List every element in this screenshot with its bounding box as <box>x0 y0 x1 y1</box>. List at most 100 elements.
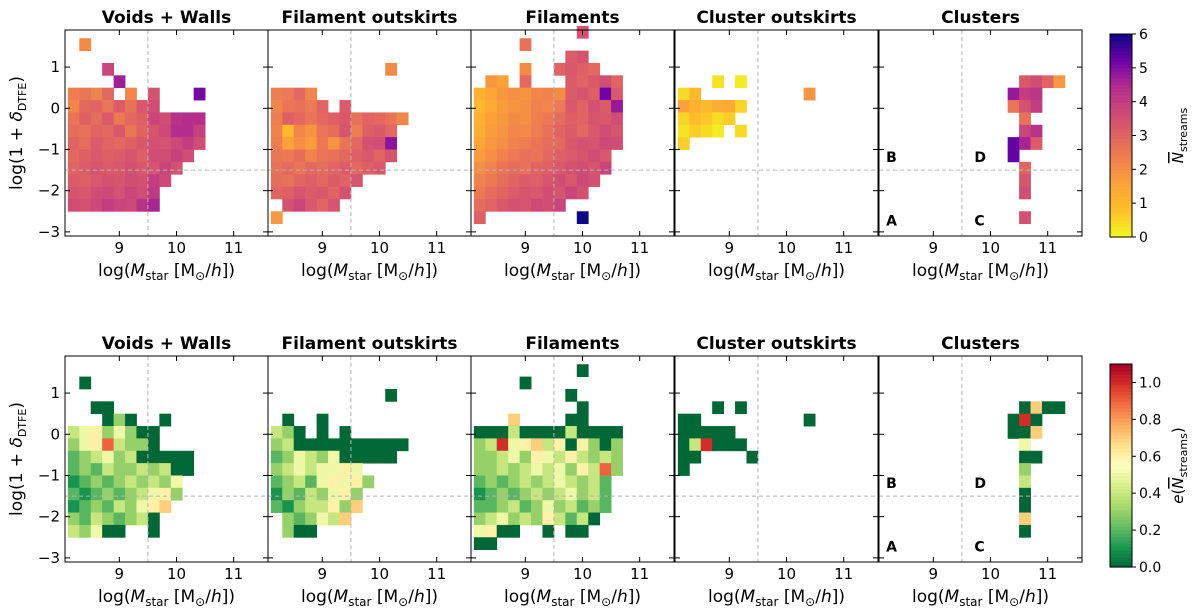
heatmap-cell <box>723 100 736 113</box>
heatmap-cell <box>350 137 363 150</box>
colorbar-segment <box>1110 546 1132 551</box>
heatmap-cell <box>700 438 713 452</box>
heatmap-cell <box>1007 87 1020 101</box>
heatmap-cell <box>519 38 532 51</box>
quadrant-label-a: A <box>886 214 897 230</box>
heatmap-cell <box>599 87 612 101</box>
heatmap-cell <box>159 487 172 501</box>
heatmap-cell <box>712 124 725 138</box>
colorbar-segment <box>1110 512 1132 517</box>
heatmap-cell <box>305 500 318 513</box>
heatmap-cell <box>1019 137 1031 150</box>
heatmap-cell <box>270 463 283 476</box>
heatmap-cell <box>1019 174 1031 187</box>
heatmap-cell <box>485 438 498 452</box>
panel-title: Voids + Walls <box>102 8 232 28</box>
heatmap-cell <box>293 124 306 138</box>
heatmap-cell <box>282 438 295 452</box>
colorbar-segment <box>1110 233 1132 238</box>
x-axis-label: log(Mstar [M⊙/h]) <box>708 261 845 283</box>
heatmap-cell <box>102 487 115 501</box>
heatmap-cell <box>611 75 623 89</box>
heatmap-cell <box>565 87 578 101</box>
colorbar-segment <box>1110 499 1132 504</box>
heatmap-cell <box>90 100 103 113</box>
panel-2-2: Filament outskirts 9 10 11 log(Mstar [M⊙/h]) <box>267 334 472 609</box>
heatmap-cell <box>542 100 555 113</box>
heatmap-cell <box>677 413 690 427</box>
heatmap-cell <box>473 161 486 175</box>
heatmap-cell <box>102 426 115 439</box>
heatmap-cell <box>385 149 398 163</box>
heatmap-cell <box>79 186 92 200</box>
heatmap-cell <box>576 174 589 187</box>
heatmap-cell <box>576 524 589 538</box>
colorbar-segment <box>1110 391 1132 396</box>
heatmap-cell <box>677 463 690 476</box>
heatmap-cell <box>735 438 747 452</box>
heatmap-cell <box>508 426 521 439</box>
colorbar-segment <box>1110 428 1132 433</box>
colorbar-segment <box>1110 111 1132 116</box>
heatmap-cell <box>362 112 375 126</box>
colorbar-segment <box>1110 77 1132 82</box>
heatmap-cell <box>712 75 725 89</box>
heatmap-cell <box>305 524 318 538</box>
panel-title: Cluster outskirts <box>696 334 856 354</box>
heatmap-cell <box>519 62 532 76</box>
colorbar-segment <box>1110 159 1132 164</box>
heatmap-cell <box>282 512 295 526</box>
heatmap-cell <box>79 500 92 513</box>
x-tick-label: 10 <box>167 239 186 257</box>
heatmap-cell <box>305 475 318 489</box>
heatmap-cell <box>677 100 690 113</box>
heatmap-cell <box>136 475 149 489</box>
heatmap-cell <box>90 186 103 200</box>
heatmap-cell <box>576 413 589 427</box>
heatmap-cell <box>473 524 486 538</box>
colorbar-segment <box>1110 206 1132 211</box>
heatmap-cell <box>485 186 498 200</box>
heatmap-cell <box>136 512 149 526</box>
colorbar-segment <box>1110 441 1132 446</box>
colorbar-segment <box>1110 162 1132 167</box>
heatmap-cell <box>113 426 126 439</box>
heatmap-cell <box>735 401 747 415</box>
heatmap-cell <box>182 463 195 476</box>
heatmap-cell <box>113 463 126 476</box>
heatmap-cell <box>102 100 115 113</box>
colorbar-segment <box>1110 448 1132 453</box>
colorbar-segment <box>1110 74 1132 79</box>
heatmap-cell <box>159 450 172 464</box>
colorbar-frame <box>1109 363 1133 568</box>
heatmap-cell <box>136 174 149 187</box>
heatmap-cell <box>79 450 92 464</box>
heatmap-cell <box>599 149 612 163</box>
heatmap-cell <box>270 124 283 138</box>
heatmap-cell <box>1030 426 1043 439</box>
heatmap-cell <box>553 438 566 452</box>
heatmap-cell <box>67 174 80 187</box>
heatmap-cell <box>485 487 498 501</box>
heatmap-cell <box>293 438 306 452</box>
heatmap-cell <box>282 500 295 513</box>
heatmap-cell <box>1007 426 1020 439</box>
heatmap-cell <box>328 174 340 187</box>
heatmap-cell <box>712 438 725 452</box>
heatmap-cell <box>113 524 126 538</box>
heatmap-cell <box>576 50 589 64</box>
colorbar-segment <box>1110 387 1132 392</box>
colorbar-tick-label: 2 <box>1139 162 1148 178</box>
panel-frame <box>878 355 1083 563</box>
heatmap-cell <box>79 463 92 476</box>
heatmap-cell <box>316 149 329 163</box>
heatmap-cell <box>339 186 352 200</box>
heatmap-cell <box>496 524 509 538</box>
heatmap-cell <box>67 450 80 464</box>
heatmap-cell <box>270 426 283 439</box>
colorbar-segment <box>1110 462 1132 467</box>
heatmap-cell <box>147 87 160 101</box>
heatmap-cell <box>147 524 160 538</box>
colorbar-segment <box>1110 431 1132 436</box>
